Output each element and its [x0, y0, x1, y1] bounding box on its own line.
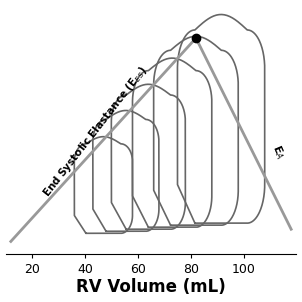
Text: E$_A$: E$_A$ — [269, 143, 287, 161]
X-axis label: RV Volume (mL): RV Volume (mL) — [76, 278, 226, 297]
Text: End Systolic Elastance (E$_{ES}$): End Systolic Elastance (E$_{ES}$) — [40, 63, 150, 200]
